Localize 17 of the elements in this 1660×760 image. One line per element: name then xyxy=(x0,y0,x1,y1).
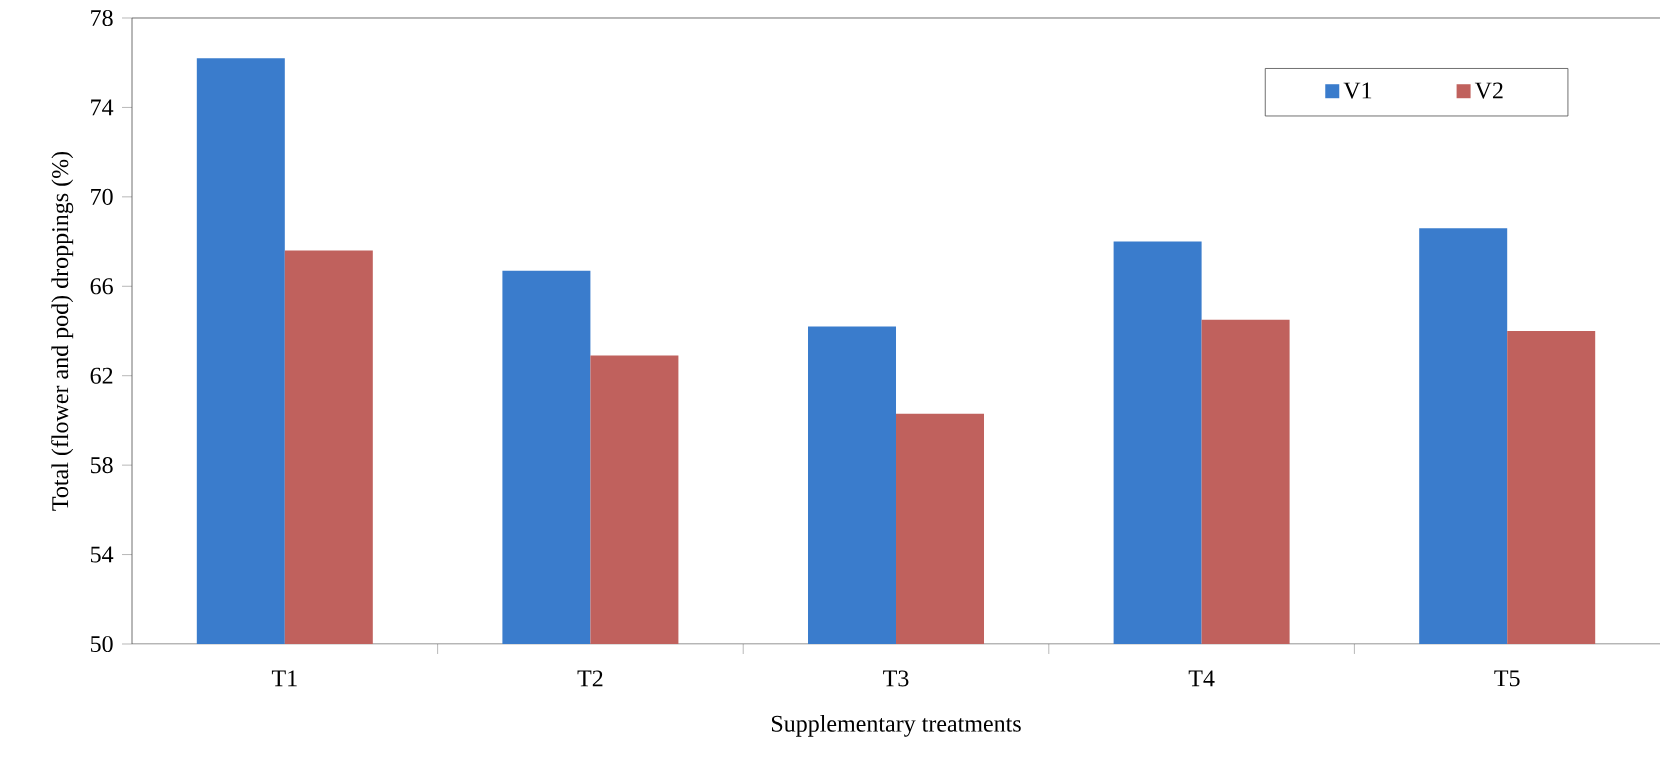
x-tick-label: T4 xyxy=(1188,670,1215,687)
y-tick-label: 58 xyxy=(90,457,113,474)
x-axis-title: Supplementary treatments xyxy=(771,714,1021,737)
y-axis-title: Total (flower and pod) droppings (%) xyxy=(51,151,74,511)
y-tick-label: 62 xyxy=(90,367,113,384)
y-tick-label: 66 xyxy=(90,278,113,295)
y-tick-label: 70 xyxy=(91,188,113,205)
y-tick-label: 78 xyxy=(91,9,113,27)
legend-label: V2 xyxy=(1474,82,1503,99)
x-tick-label: T3 xyxy=(883,670,909,687)
y-tick-label: 74 xyxy=(91,99,114,116)
x-tick-label: T1 xyxy=(271,670,297,687)
y-tick-label: 50 xyxy=(90,635,113,653)
legend-label: V1 xyxy=(1343,82,1372,99)
x-tick-label: T2 xyxy=(577,670,603,687)
x-tick-label: T5 xyxy=(1494,670,1520,687)
y-tick-label: 54 xyxy=(90,546,114,563)
